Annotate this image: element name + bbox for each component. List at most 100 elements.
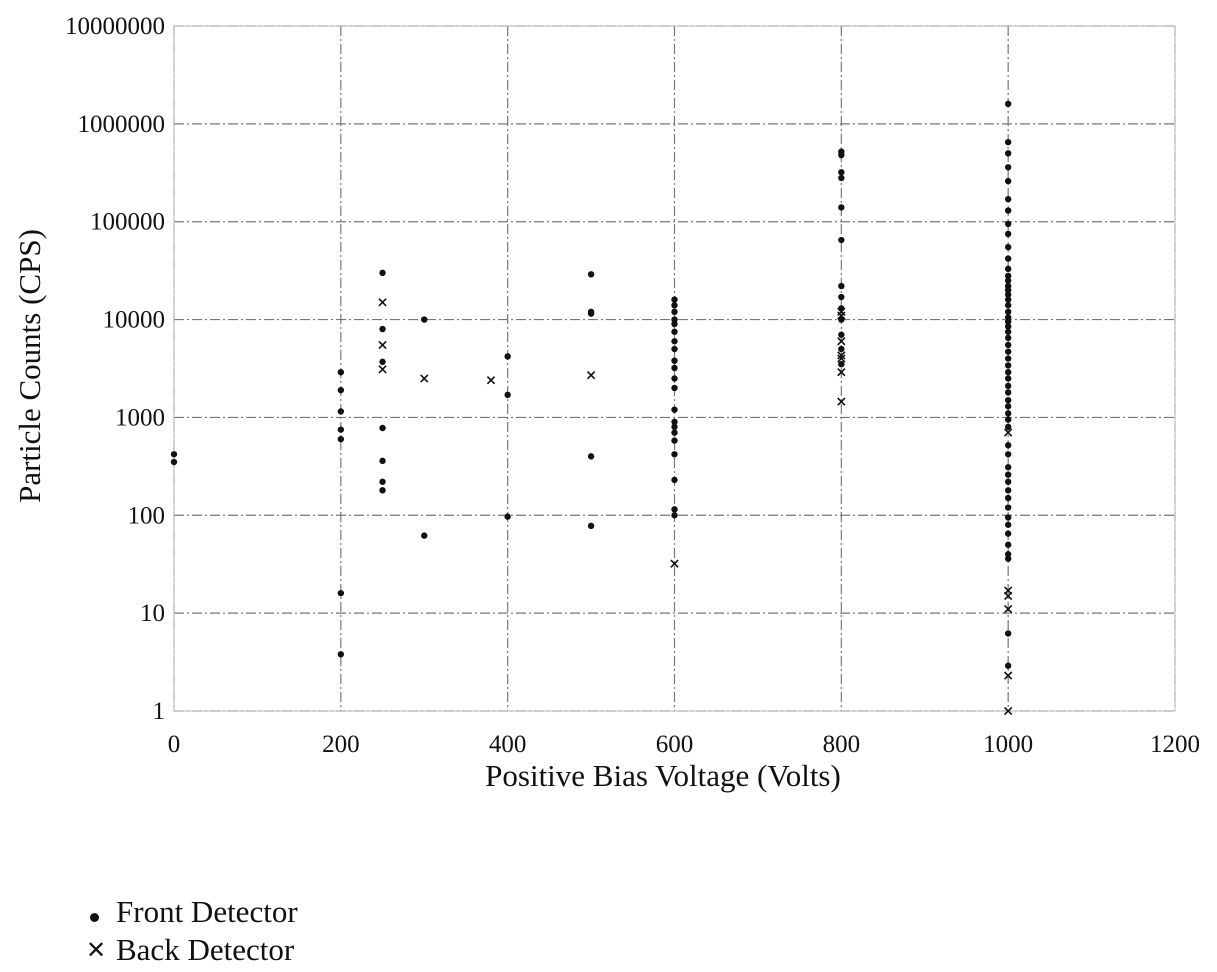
front-detector-point — [671, 309, 677, 315]
back-detector-point — [379, 341, 386, 348]
back-detector-point — [487, 377, 494, 384]
front-detector-point — [671, 437, 677, 443]
front-detector-point — [1005, 335, 1011, 341]
x-tick-label: 0 — [168, 731, 181, 758]
front-detector-point — [1005, 663, 1011, 669]
front-detector-point — [671, 375, 677, 381]
front-detector-point — [1005, 424, 1011, 430]
front-detector-point — [1005, 389, 1011, 395]
front-detector-point — [838, 283, 844, 289]
front-detector-point — [379, 425, 385, 431]
back-detector-point — [379, 366, 386, 373]
front-detector-point — [1005, 101, 1011, 107]
front-detector-point — [379, 479, 385, 485]
front-detector-point — [1005, 542, 1011, 548]
front-detector-point — [1005, 178, 1011, 184]
front-detector-point — [338, 426, 344, 432]
front-detector-point — [838, 332, 844, 338]
back-detector-point — [587, 372, 594, 379]
front-detector-point — [1005, 383, 1011, 389]
front-detector-point — [338, 651, 344, 657]
front-detector-point — [379, 270, 385, 276]
front-detector-point — [671, 512, 677, 518]
front-detector-point — [1005, 416, 1011, 422]
front-detector-point — [379, 359, 385, 365]
x-marker-icon: ✕ — [86, 938, 116, 962]
front-detector-point — [421, 532, 427, 538]
x-tick-label: 600 — [656, 731, 694, 758]
front-detector-point — [671, 424, 677, 430]
front-detector-point — [1005, 362, 1011, 368]
x-tick-label: 800 — [823, 731, 861, 758]
front-detector-point — [838, 169, 844, 175]
x-tick-label: 1000 — [983, 731, 1033, 758]
front-detector-point — [1005, 244, 1011, 250]
front-detector-point — [1005, 309, 1011, 315]
front-detector-point — [338, 387, 344, 393]
front-detector-point — [1005, 410, 1011, 416]
front-detector-point — [671, 451, 677, 457]
front-detector-point — [1005, 403, 1011, 409]
front-detector-point — [838, 294, 844, 300]
front-detector-point — [1005, 369, 1011, 375]
front-detector-point — [1005, 196, 1011, 202]
front-detector-point — [588, 310, 594, 316]
front-detector-point — [838, 346, 844, 352]
front-detector-point — [338, 590, 344, 596]
front-detector-point — [588, 523, 594, 529]
front-detector-point — [1005, 302, 1011, 308]
front-detector-point — [1005, 150, 1011, 156]
y-axis-label: Particle Counts (CPS) — [12, 229, 47, 503]
front-detector-point — [338, 436, 344, 442]
front-detector-point — [1005, 479, 1011, 485]
back-detector-point — [379, 299, 386, 306]
front-detector-point — [171, 459, 177, 465]
x-tick-label: 1200 — [1150, 731, 1200, 758]
front-detector-point — [671, 506, 677, 512]
front-detector-point — [1005, 442, 1011, 448]
front-detector-point — [1005, 231, 1011, 237]
front-detector-points — [171, 101, 1012, 669]
front-detector-point — [1005, 348, 1011, 354]
y-tick-label: 1 — [153, 698, 166, 725]
front-detector-point — [671, 429, 677, 435]
front-detector-point — [838, 361, 844, 367]
front-detector-point — [671, 357, 677, 363]
front-detector-point — [338, 369, 344, 375]
x-tick-labels: 0 200 400 600 800 1000 1200 — [168, 731, 1200, 758]
y-tick-label: 1000 — [115, 404, 165, 431]
front-detector-point — [588, 453, 594, 459]
front-detector-point — [1005, 495, 1011, 501]
y-tick-label: 1000000 — [78, 111, 166, 138]
x-tick-label: 200 — [322, 731, 360, 758]
legend-item-back-detector: ✕ Back Detector — [86, 931, 298, 969]
front-detector-point — [671, 346, 677, 352]
x-axis-label: Positive Bias Voltage (Volts) — [485, 758, 841, 793]
y-tick-label: 100 — [128, 502, 166, 529]
front-detector-point — [421, 316, 427, 322]
y-tick-label: 10000000 — [65, 13, 165, 40]
front-detector-point — [671, 477, 677, 483]
front-detector-point — [1005, 556, 1011, 562]
front-detector-point — [671, 296, 677, 302]
front-detector-point — [1005, 164, 1011, 170]
front-detector-point — [379, 487, 385, 493]
front-detector-point — [1005, 255, 1011, 261]
legend-label-front: Front Detector — [116, 893, 298, 931]
front-detector-point — [838, 175, 844, 181]
front-detector-point — [1005, 451, 1011, 457]
y-tick-label: 100000 — [90, 209, 165, 236]
y-tick-label: 10 — [140, 600, 165, 627]
front-detector-point — [671, 406, 677, 412]
front-detector-point — [838, 204, 844, 210]
x-tick-label: 400 — [489, 731, 527, 758]
front-detector-point — [671, 321, 677, 327]
front-detector-point — [1005, 522, 1011, 528]
front-detector-point — [1005, 139, 1011, 145]
front-detector-point — [504, 392, 510, 398]
front-detector-point — [1005, 221, 1011, 227]
front-detector-point — [1005, 464, 1011, 470]
front-detector-point — [171, 451, 177, 457]
front-detector-point — [1005, 504, 1011, 510]
front-detector-point — [671, 338, 677, 344]
